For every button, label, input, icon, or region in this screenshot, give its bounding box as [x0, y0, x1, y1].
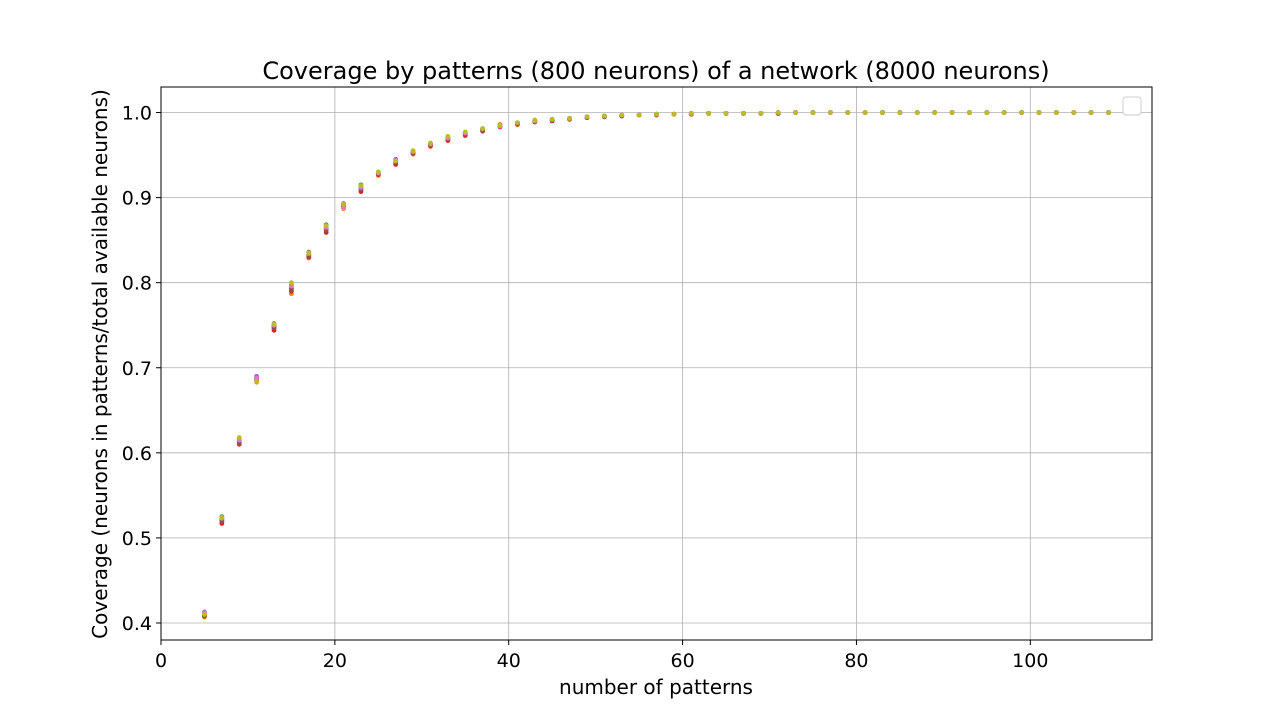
grid — [160, 87, 1152, 640]
data-point — [775, 110, 781, 115]
data-point — [375, 169, 381, 175]
plot-frame — [160, 86, 1153, 641]
data-point — [584, 114, 590, 120]
data-point — [654, 111, 659, 117]
y-axis-label: Coverage (neurons in patterns/total avai… — [88, 89, 112, 639]
data-point — [810, 110, 816, 115]
data-point — [706, 110, 712, 116]
y-tick-label: 0.4 — [122, 613, 152, 635]
data-points — [202, 110, 1111, 620]
chart-title: Coverage by patterns (800 neurons) of a … — [262, 57, 1049, 85]
x-tick-label: 40 — [497, 650, 521, 672]
data-point — [410, 148, 416, 154]
axis-ticks: 0 20 40 60 80 100 0.4 0.5 0.6 0.7 0.8 0.9 1.0 — [122, 103, 1049, 672]
x-tick-label: 100 — [1012, 650, 1048, 672]
x-tick-label: 20 — [323, 650, 347, 672]
y-tick-label: 0.7 — [122, 358, 152, 380]
data-point — [619, 112, 625, 118]
data-point — [306, 250, 312, 256]
data-point — [567, 116, 572, 121]
data-point — [358, 183, 364, 189]
data-point — [480, 126, 486, 132]
data-point — [288, 287, 294, 292]
data-point — [758, 110, 764, 116]
y-tick-label: 0.8 — [122, 273, 152, 295]
data-point — [219, 515, 225, 520]
x-tick-label: 0 — [155, 650, 167, 672]
data-point — [671, 111, 677, 117]
y-tick-label: 1.0 — [122, 103, 152, 125]
data-point — [1106, 110, 1111, 115]
data-point — [341, 205, 346, 211]
x-tick-label: 60 — [670, 650, 694, 672]
data-point — [967, 110, 972, 115]
data-point — [688, 110, 694, 116]
data-point — [1001, 110, 1007, 115]
data-point — [1019, 110, 1025, 115]
data-point — [601, 113, 607, 119]
data-point — [1036, 110, 1042, 115]
data-point — [741, 110, 746, 116]
data-point — [254, 375, 260, 381]
data-point — [845, 110, 851, 115]
data-point — [914, 110, 920, 115]
data-point — [1071, 110, 1077, 115]
y-tick-label: 0.9 — [122, 188, 152, 210]
data-point — [723, 110, 729, 116]
data-point — [862, 110, 868, 115]
data-point — [254, 378, 260, 384]
data-point — [288, 280, 294, 286]
data-point — [549, 116, 555, 122]
legend-box — [1122, 96, 1142, 116]
data-point — [984, 110, 990, 115]
y-tick-label: 0.6 — [122, 443, 152, 465]
data-point — [445, 133, 451, 139]
data-point — [636, 112, 642, 118]
data-point — [497, 122, 503, 128]
data-point — [288, 283, 294, 289]
data-point — [515, 120, 520, 126]
data-point — [236, 435, 242, 440]
x-axis-label: number of patterns — [559, 675, 753, 699]
data-point — [202, 612, 207, 617]
data-point — [793, 110, 798, 115]
data-point — [897, 110, 903, 115]
data-point — [462, 129, 468, 135]
data-point — [1053, 110, 1059, 115]
x-tick-label: 80 — [844, 650, 868, 672]
data-point — [323, 223, 329, 229]
y-tick-label: 0.5 — [122, 528, 152, 550]
data-point — [428, 140, 433, 146]
data-point — [827, 110, 833, 115]
data-point — [932, 110, 938, 115]
data-point — [341, 202, 346, 207]
data-point — [880, 110, 885, 115]
data-point — [1088, 110, 1094, 115]
data-point — [532, 117, 538, 123]
data-point — [236, 441, 242, 446]
data-point — [393, 158, 399, 164]
data-point — [949, 110, 955, 115]
data-point — [271, 321, 277, 327]
